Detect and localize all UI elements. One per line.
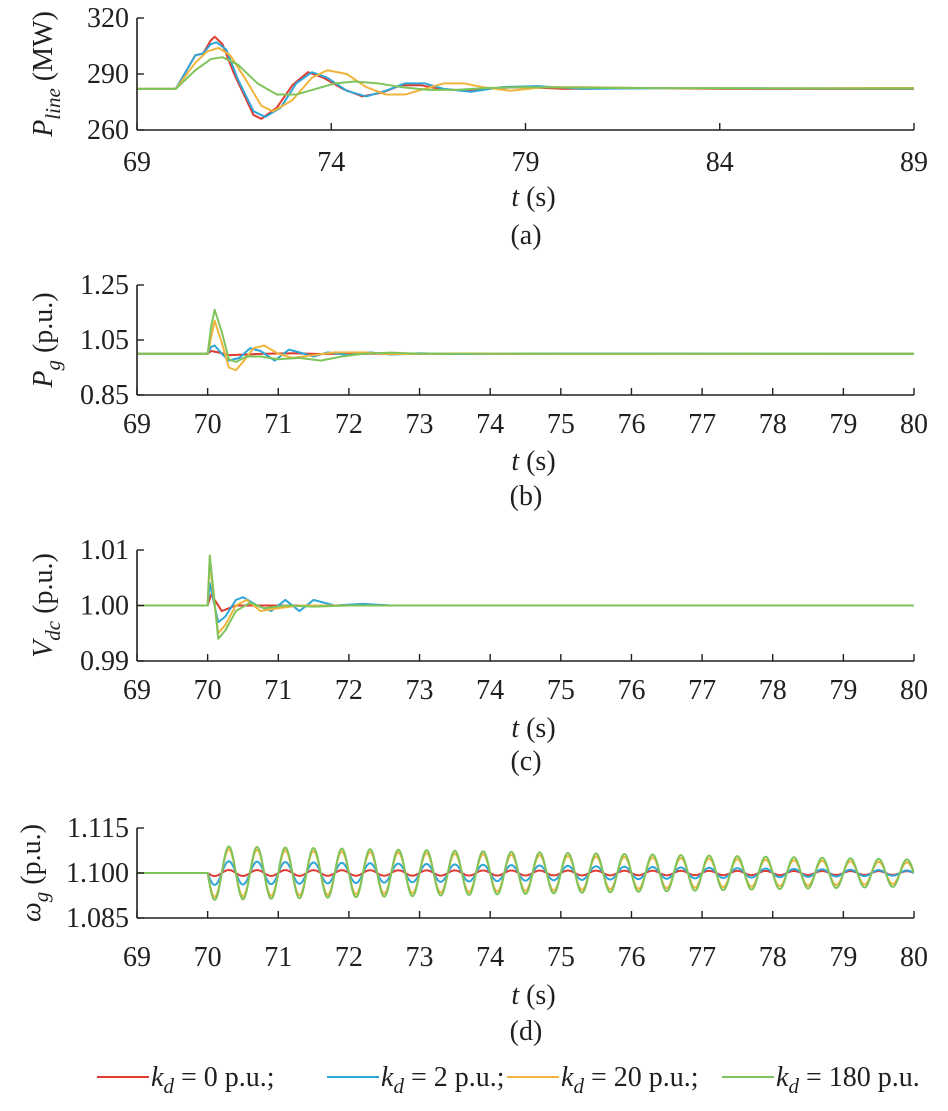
- x-tick-label: 69: [123, 942, 151, 973]
- series-line-3: [137, 560, 914, 635]
- legend-label: kd = 0 p.u.;: [151, 1062, 275, 1098]
- x-tick-label: 74: [476, 409, 504, 440]
- series-group: [137, 845, 914, 901]
- y-tick-label: 1.01: [80, 535, 129, 566]
- y-tick-label: 290: [87, 59, 129, 90]
- x-tick-label: 71: [264, 409, 292, 440]
- y-tick-label: 0.99: [80, 646, 129, 677]
- series-line-2: [137, 582, 914, 624]
- y-tick-label: 1.05: [80, 325, 129, 356]
- x-tick-label: 73: [406, 942, 434, 973]
- x-tick-label: 69: [123, 675, 151, 706]
- y-tick-label: 1.115: [67, 813, 129, 844]
- y-tick-label: 260: [87, 115, 129, 146]
- series-line-4: [137, 845, 914, 901]
- series-line-4: [137, 308, 914, 363]
- x-tick-label: 80: [900, 409, 928, 440]
- x-axis-label: t (s): [511, 182, 555, 213]
- panel-c: 69 70 71 72 73 74 75 76 77 78 79 80 0.99 1.00 1.01 t (s…: [28, 535, 928, 777]
- x-tick-label: 75: [547, 675, 575, 706]
- y-tick-label: 1.085: [66, 903, 129, 934]
- legend-item-4: kd = 180 p.u.: [722, 1062, 920, 1098]
- panel-caption: (c): [510, 746, 541, 777]
- x-tick-label: 79: [829, 409, 857, 440]
- x-tick-label: 74: [317, 147, 345, 178]
- series-line-4: [137, 56, 914, 96]
- x-tick-label: 69: [123, 147, 151, 178]
- x-tick-label: 80: [900, 942, 928, 973]
- y-axis-label: Pline (MW): [28, 11, 65, 138]
- y-tick-label: 1.00: [80, 591, 129, 622]
- x-tick-label: 71: [264, 942, 292, 973]
- x-tick-label: 80: [900, 675, 928, 706]
- legend-item-2: kd = 2 p.u.;: [327, 1062, 505, 1098]
- y-axis-label: Pg (p.u.): [28, 292, 65, 388]
- y-tick-label: 320: [87, 3, 129, 34]
- y-tick-label: 1.100: [66, 858, 129, 889]
- legend-item-3: kd = 20 p.u.;: [507, 1062, 699, 1098]
- series-group: [137, 308, 914, 372]
- legend-label: kd = 2 p.u.;: [381, 1062, 505, 1098]
- x-tick-label: 75: [547, 942, 575, 973]
- y-axis-label: Vdc (p.u.): [28, 553, 65, 658]
- x-tick-label: 70: [194, 675, 222, 706]
- x-tick-label: 79: [512, 147, 540, 178]
- panel-d: 69 70 71 72 73 74 75 76 77 78 79 80 1.085 1.100 1.115 t…: [16, 813, 928, 1047]
- y-axis-label: ωg (p.u.): [16, 824, 53, 922]
- legend-item-1: kd = 0 p.u.;: [97, 1062, 275, 1098]
- series-line-1: [137, 35, 914, 120]
- x-tick-label: 79: [829, 675, 857, 706]
- x-tick-label: 79: [829, 942, 857, 973]
- series-line-4: [137, 554, 914, 640]
- panel-b: 69 70 71 72 73 74 75 76 77 78 79 80 0.85 1.05 1.25 t (s…: [28, 270, 928, 512]
- x-tick-label: 77: [688, 675, 716, 706]
- panel-caption: (b): [510, 481, 543, 512]
- x-tick-label: 73: [406, 409, 434, 440]
- x-axis-label: t (s): [511, 980, 555, 1011]
- series-group: [137, 554, 914, 640]
- x-tick-label: 70: [194, 409, 222, 440]
- x-axis-label: t (s): [511, 713, 555, 744]
- x-tick-label: 78: [759, 409, 787, 440]
- x-tick-label: 72: [335, 409, 363, 440]
- x-tick-label: 72: [335, 675, 363, 706]
- y-tick-label: 0.85: [80, 380, 129, 411]
- x-tick-label: 75: [547, 409, 575, 440]
- x-tick-label: 77: [688, 409, 716, 440]
- panel-caption: (a): [510, 220, 541, 251]
- panel-a: 69 74 79 84 89 260 290 320 t (s) Pline (MW) (a): [28, 3, 928, 251]
- panel-caption: (d): [510, 1016, 543, 1047]
- x-axis-label: t (s): [511, 446, 555, 477]
- y-tick-label: 1.25: [80, 270, 129, 301]
- legend: kd = 0 p.u.; kd = 2 p.u.; kd = 20 p.u.; kd …: [97, 1062, 920, 1098]
- x-tick-label: 70: [194, 942, 222, 973]
- x-tick-label: 84: [706, 147, 734, 178]
- x-tick-label: 89: [900, 147, 928, 178]
- x-tick-label: 76: [617, 942, 645, 973]
- x-tick-label: 77: [688, 942, 716, 973]
- x-tick-label: 69: [123, 409, 151, 440]
- legend-label: kd = 20 p.u.;: [561, 1062, 699, 1098]
- x-tick-label: 73: [406, 675, 434, 706]
- legend-label: kd = 180 p.u.: [776, 1062, 920, 1098]
- x-tick-label: 76: [617, 409, 645, 440]
- series-group: [137, 35, 914, 120]
- series-line-3: [137, 319, 914, 372]
- x-tick-label: 74: [476, 675, 504, 706]
- x-tick-label: 74: [476, 942, 504, 973]
- x-tick-label: 76: [617, 675, 645, 706]
- series-line-2: [137, 860, 914, 886]
- x-tick-label: 78: [759, 942, 787, 973]
- x-tick-label: 72: [335, 942, 363, 973]
- x-tick-label: 71: [264, 675, 292, 706]
- x-tick-label: 78: [759, 675, 787, 706]
